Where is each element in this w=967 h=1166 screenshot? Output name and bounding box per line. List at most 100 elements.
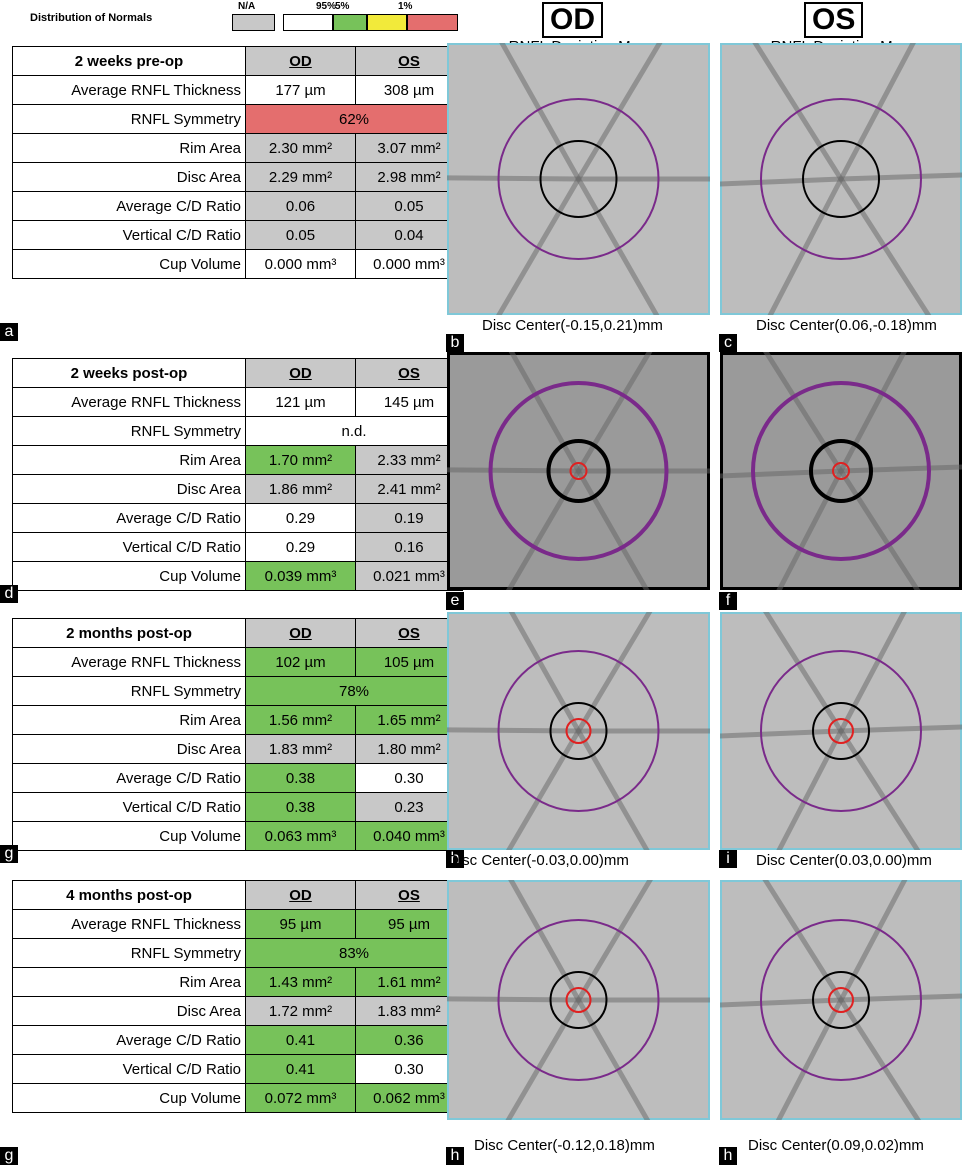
table-row: Disc Area1.86 mm²2.41 mm²: [13, 475, 463, 504]
cell: 177 µm: [246, 76, 356, 105]
column-header: OD: [246, 47, 356, 76]
cell: 1.72 mm²: [246, 997, 356, 1026]
figure: Distribution of NormalsN/A95%5%1%ODRNFL …: [0, 0, 967, 1166]
panel-letter: a: [0, 323, 18, 341]
row-label: Average C/D Ratio: [13, 764, 246, 793]
row-label: Vertical C/D Ratio: [13, 793, 246, 822]
row-label: RNFL Symmetry: [13, 417, 246, 446]
table-row: Cup Volume0.072 mm³0.062 mm³: [13, 1084, 463, 1113]
legend-label: N/A: [238, 1, 255, 12]
row-label: Disc Area: [13, 475, 246, 504]
row-label: Cup Volume: [13, 562, 246, 591]
vessel: [447, 470, 579, 471]
legend-swatch: [283, 14, 333, 31]
fundus-image: [447, 43, 710, 315]
cell: 2.30 mm²: [246, 134, 356, 163]
header-row: 2 weeks post-opODOS: [13, 359, 463, 388]
cell: 0.41: [246, 1026, 356, 1055]
cell: 1.56 mm²: [246, 706, 356, 735]
caption: Disc Center(0.06,-0.18)mm: [756, 317, 937, 334]
cell: 1.83 mm²: [246, 735, 356, 764]
column-header: OD: [246, 359, 356, 388]
table-row: Disc Area1.83 mm²1.80 mm²: [13, 735, 463, 764]
cell: 102 µm: [246, 648, 356, 677]
caption: Disc Center(-0.12,0.18)mm: [474, 1137, 655, 1154]
row-label: Average RNFL Thickness: [13, 648, 246, 677]
cell: 78%: [246, 677, 463, 706]
row-label: Average C/D Ratio: [13, 504, 246, 533]
table-row: Average RNFL Thickness102 µm105 µm: [13, 648, 463, 677]
table-row: RNFL Symmetryn.d.: [13, 417, 463, 446]
row-label: Rim Area: [13, 446, 246, 475]
row-label: RNFL Symmetry: [13, 677, 246, 706]
fundus-image: [447, 612, 710, 850]
cell: 0.06: [246, 192, 356, 221]
legend-label: 1%: [398, 1, 412, 12]
panel-letter: b: [446, 334, 464, 352]
cell: 0.039 mm³: [246, 562, 356, 591]
cell: n.d.: [246, 417, 463, 446]
row-label: Rim Area: [13, 968, 246, 997]
legend-swatch: [333, 14, 367, 31]
row-label: RNFL Symmetry: [13, 105, 246, 134]
table-row: Cup Volume0.000 mm³0.000 mm³: [13, 250, 463, 279]
table-title: 4 months post-op: [13, 881, 246, 910]
row-label: Cup Volume: [13, 250, 246, 279]
row-label: Vertical C/D Ratio: [13, 533, 246, 562]
cell: 0.29: [246, 533, 356, 562]
legend-swatch: [407, 14, 458, 31]
panel-letter: g: [0, 845, 18, 863]
cell: 1.70 mm²: [246, 446, 356, 475]
legend-swatch: [232, 14, 275, 31]
fundus-image: [720, 612, 962, 850]
cell: 0.29: [246, 504, 356, 533]
table-title: 2 months post-op: [13, 619, 246, 648]
row-label: Average RNFL Thickness: [13, 910, 246, 939]
table-title: 2 weeks post-op: [13, 359, 246, 388]
panel-letter: h: [446, 1147, 464, 1165]
caption: Disc Center(0.09,0.02)mm: [748, 1137, 924, 1154]
row-label: Average C/D Ratio: [13, 1026, 246, 1055]
panel-letter: i: [719, 850, 737, 868]
row-label: Average RNFL Thickness: [13, 76, 246, 105]
caption: Disc Center(-0.15,0.21)mm: [482, 317, 663, 334]
row-label: Cup Volume: [13, 1084, 246, 1113]
row-label: Disc Area: [13, 997, 246, 1026]
table-row: Average C/D Ratio0.410.36: [13, 1026, 463, 1055]
cell: 0.38: [246, 764, 356, 793]
table-row: Average RNFL Thickness177 µm308 µm: [13, 76, 463, 105]
panel-letter: f: [719, 592, 737, 610]
caption: Disc Center(0.03,0.00)mm: [756, 852, 932, 869]
column-header: OD: [246, 881, 356, 910]
cell: 95 µm: [246, 910, 356, 939]
cell: 0.000 mm³: [246, 250, 356, 279]
row-label: Rim Area: [13, 706, 246, 735]
fundus-image: [447, 880, 710, 1120]
caption: Disc Center(-0.03,0.00)mm: [448, 852, 629, 869]
row-label: Cup Volume: [13, 822, 246, 851]
table-row: Average C/D Ratio0.380.30: [13, 764, 463, 793]
cell: 1.43 mm²: [246, 968, 356, 997]
vessel: [447, 999, 579, 1000]
data-table: 2 weeks post-opODOSAverage RNFL Thicknes…: [12, 358, 463, 591]
panel-letter: g: [0, 1147, 18, 1165]
fundus-image: [720, 880, 962, 1120]
row-label: Disc Area: [13, 735, 246, 764]
